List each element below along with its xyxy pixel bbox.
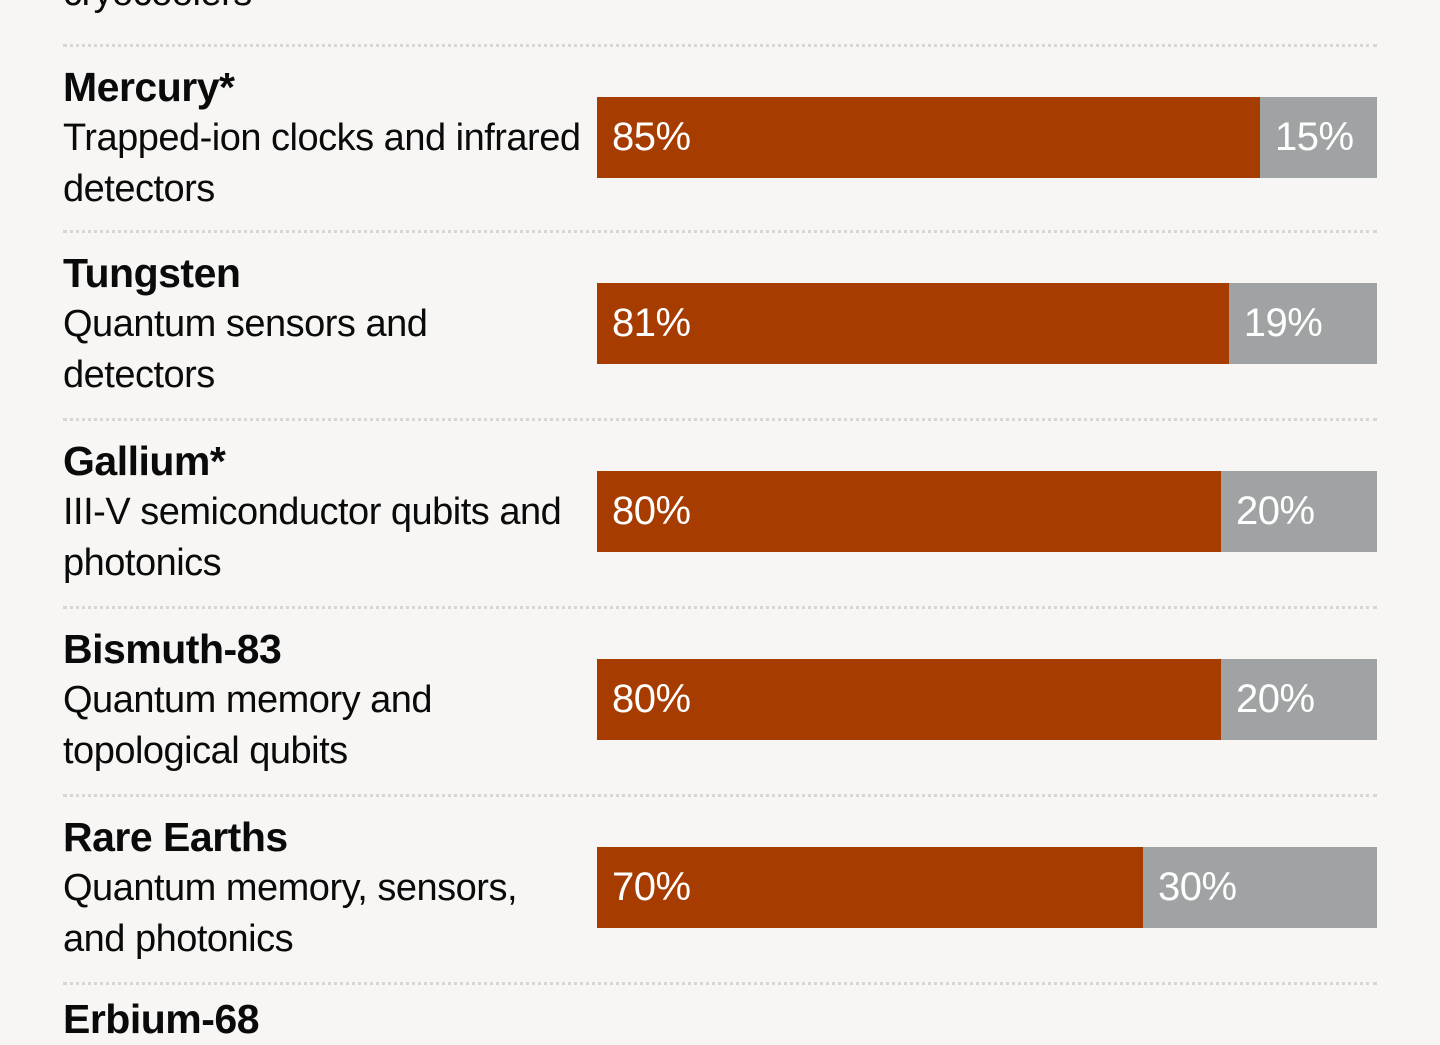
bar-segment-primary: 80%: [597, 659, 1221, 740]
row-label: Tungsten Quantum sensors and detectors: [63, 248, 583, 401]
row-description: Quantum memory and topological qubits: [63, 679, 433, 772]
row-title: Gallium*: [63, 438, 226, 484]
bar-segment-secondary: 15%: [1260, 97, 1377, 178]
row-label: Bismuth-83 Quantum memory and topological…: [63, 624, 583, 777]
bar-segment-primary: 80%: [597, 471, 1221, 552]
row-label: Gallium* III-V semiconductor qubits and p…: [63, 436, 583, 589]
row-divider: [63, 982, 1377, 985]
row-description: III-V semiconductor qubits and photonics: [63, 491, 562, 584]
row-label: Rare Earths Quantum memory, sensors, and …: [63, 812, 583, 965]
row-divider: [63, 418, 1377, 421]
stacked-bar: 80% 20%: [597, 471, 1377, 552]
partial-description: cryocoolers: [63, 0, 252, 19]
bar-segment-secondary: 19%: [1228, 283, 1377, 364]
row-label: Mercury* Trapped-ion clocks and infrared …: [63, 62, 583, 215]
row-title: Tungsten: [63, 250, 241, 296]
bar-segment-primary: 81%: [597, 283, 1229, 364]
row-title: Rare Earths: [63, 814, 288, 860]
stacked-bar: 81% 19%: [597, 283, 1377, 364]
bar-segment-secondary: 20%: [1221, 659, 1377, 740]
row-divider: [63, 44, 1377, 47]
bar-segment-secondary: 20%: [1221, 471, 1377, 552]
row-divider: [63, 230, 1377, 233]
bar-segment-primary: 85%: [597, 97, 1260, 178]
row-description: Trapped-ion clocks and infrared detector…: [63, 117, 581, 210]
stacked-bar: 85% 15%: [597, 97, 1377, 178]
stacked-bar: 70% 30%: [597, 847, 1377, 928]
row-description: Quantum sensors and detectors: [63, 303, 428, 396]
stacked-bar: 80% 20%: [597, 659, 1377, 740]
row-title: Bismuth-83: [63, 626, 282, 672]
row-title: Mercury*: [63, 64, 235, 110]
row-divider: [63, 794, 1377, 797]
bar-segment-secondary: 30%: [1143, 847, 1377, 928]
row-description: Quantum memory, sensors, and photonics: [63, 867, 518, 960]
partial-row-title: Erbium-68: [63, 996, 260, 1042]
row-divider: [63, 606, 1377, 609]
bar-segment-primary: 70%: [597, 847, 1143, 928]
